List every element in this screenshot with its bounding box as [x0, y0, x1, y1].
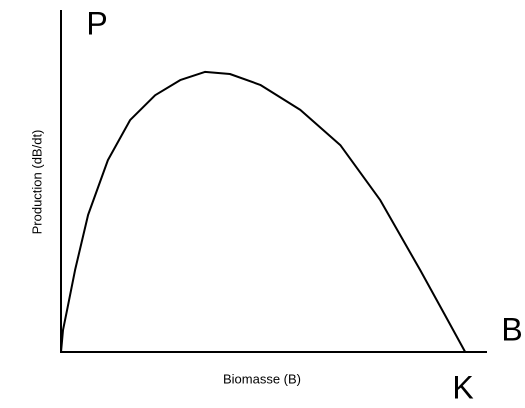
x-axis-label: Biomasse (B)	[223, 371, 301, 386]
carrying-capacity-label: K	[452, 369, 473, 405]
curve	[60, 70, 467, 353]
y-axis-symbol: P	[86, 5, 107, 41]
y-axis-label: Production (dB/dt)	[29, 130, 44, 235]
x-axis-symbol: B	[501, 311, 522, 347]
